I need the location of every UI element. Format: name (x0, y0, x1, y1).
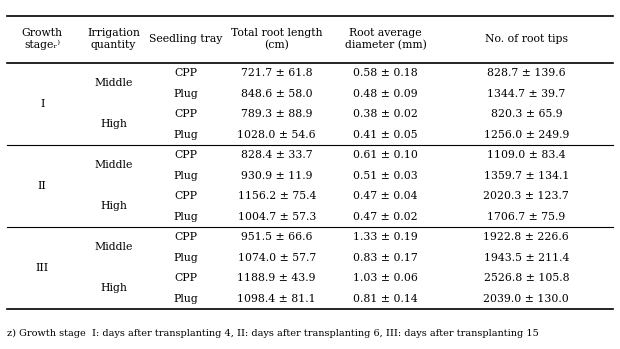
Text: Growth
stageᵣ⁾: Growth stageᵣ⁾ (22, 28, 63, 50)
Text: High: High (100, 119, 126, 129)
Text: 828.4 ± 33.7: 828.4 ± 33.7 (241, 150, 312, 160)
Text: 1004.7 ± 57.3: 1004.7 ± 57.3 (237, 211, 316, 222)
Text: 1344.7 ± 39.7: 1344.7 ± 39.7 (487, 89, 565, 98)
Text: z) Growth stage  I: days after transplanting 4, II: days after transplanting 6, : z) Growth stage I: days after transplant… (7, 329, 539, 338)
Text: 0.51 ± 0.03: 0.51 ± 0.03 (353, 171, 418, 180)
Text: 1188.9 ± 43.9: 1188.9 ± 43.9 (237, 273, 316, 283)
Text: 721.7 ± 61.8: 721.7 ± 61.8 (241, 68, 312, 78)
Text: Middle: Middle (94, 242, 133, 252)
Text: 1109.0 ± 83.4: 1109.0 ± 83.4 (487, 150, 565, 160)
Text: Middle: Middle (94, 160, 133, 170)
Text: 1074.0 ± 57.7: 1074.0 ± 57.7 (237, 253, 316, 262)
Text: 828.7 ± 139.6: 828.7 ± 139.6 (487, 68, 565, 78)
Text: High: High (100, 201, 126, 211)
Text: 0.83 ± 0.17: 0.83 ± 0.17 (353, 253, 418, 262)
Text: 0.38 ± 0.02: 0.38 ± 0.02 (353, 109, 418, 119)
Text: 1.33 ± 0.19: 1.33 ± 0.19 (353, 232, 418, 242)
Text: 930.9 ± 11.9: 930.9 ± 11.9 (241, 171, 312, 180)
Text: Plug: Plug (174, 211, 198, 222)
Text: Plug: Plug (174, 253, 198, 262)
Text: 1156.2 ± 75.4: 1156.2 ± 75.4 (237, 191, 316, 201)
Text: Plug: Plug (174, 89, 198, 98)
Text: CPP: CPP (174, 150, 197, 160)
Text: III: III (36, 263, 49, 273)
Text: 0.41 ± 0.05: 0.41 ± 0.05 (353, 129, 418, 140)
Text: 0.47 ± 0.02: 0.47 ± 0.02 (353, 211, 418, 222)
Text: High: High (100, 283, 126, 294)
Text: 2020.3 ± 123.7: 2020.3 ± 123.7 (484, 191, 569, 201)
Text: Seedling tray: Seedling tray (149, 34, 223, 44)
Text: II: II (38, 181, 46, 191)
Text: Plug: Plug (174, 171, 198, 180)
Text: Plug: Plug (174, 294, 198, 304)
Text: Root average
diameter (mm): Root average diameter (mm) (345, 28, 427, 50)
Text: CPP: CPP (174, 109, 197, 119)
Text: 1706.7 ± 75.9: 1706.7 ± 75.9 (487, 211, 565, 222)
Text: 1.03 ± 0.06: 1.03 ± 0.06 (353, 273, 418, 283)
Text: 0.61 ± 0.10: 0.61 ± 0.10 (353, 150, 418, 160)
Text: 951.5 ± 66.6: 951.5 ± 66.6 (241, 232, 312, 242)
Text: Irrigation
quantity: Irrigation quantity (87, 29, 140, 50)
Text: 848.6 ± 58.0: 848.6 ± 58.0 (241, 89, 312, 98)
Text: 1256.0 ± 249.9: 1256.0 ± 249.9 (484, 129, 569, 140)
Text: 1359.7 ± 134.1: 1359.7 ± 134.1 (484, 171, 569, 180)
Text: 0.47 ± 0.04: 0.47 ± 0.04 (353, 191, 418, 201)
Text: 1922.8 ± 226.6: 1922.8 ± 226.6 (484, 232, 569, 242)
Text: 789.3 ± 88.9: 789.3 ± 88.9 (241, 109, 312, 119)
Text: Total root length
(cm): Total root length (cm) (231, 28, 322, 50)
Text: No. of root tips: No. of root tips (485, 34, 568, 44)
Text: CPP: CPP (174, 273, 197, 283)
Text: CPP: CPP (174, 68, 197, 78)
Text: 2526.8 ± 105.8: 2526.8 ± 105.8 (484, 273, 569, 283)
Text: 1943.5 ± 211.4: 1943.5 ± 211.4 (484, 253, 569, 262)
Text: 820.3 ± 65.9: 820.3 ± 65.9 (490, 109, 562, 119)
Text: 2039.0 ± 130.0: 2039.0 ± 130.0 (484, 294, 569, 304)
Text: CPP: CPP (174, 191, 197, 201)
Text: Plug: Plug (174, 129, 198, 140)
Text: Middle: Middle (94, 78, 133, 88)
Text: 1028.0 ± 54.6: 1028.0 ± 54.6 (237, 129, 316, 140)
Text: 0.58 ± 0.18: 0.58 ± 0.18 (353, 68, 418, 78)
Text: I: I (40, 99, 45, 109)
Text: 1098.4 ± 81.1: 1098.4 ± 81.1 (237, 294, 316, 304)
Text: 0.81 ± 0.14: 0.81 ± 0.14 (353, 294, 418, 304)
Text: 0.48 ± 0.09: 0.48 ± 0.09 (353, 89, 418, 98)
Text: CPP: CPP (174, 232, 197, 242)
